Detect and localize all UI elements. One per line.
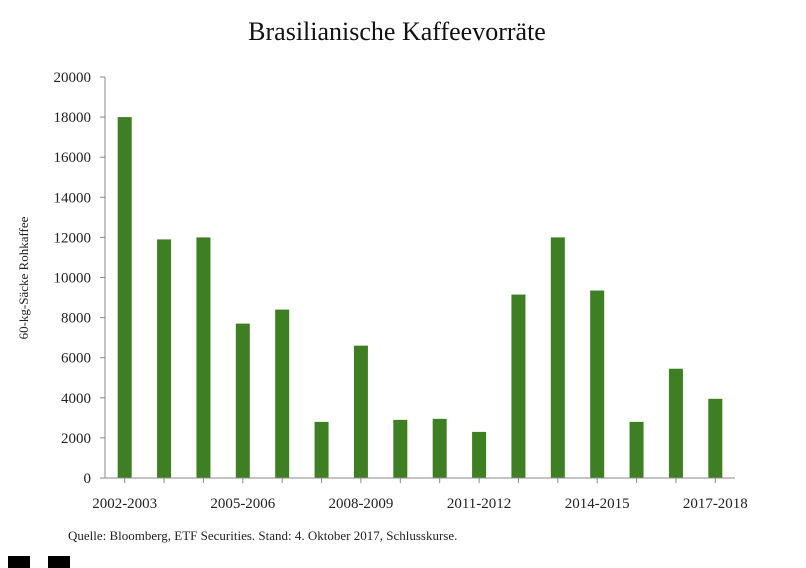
bar-2015-2016	[629, 421, 644, 478]
x-tick-label: 2017-2018	[683, 496, 748, 512]
bar-2016-2017	[668, 368, 683, 478]
bar-2017-2018	[708, 398, 723, 478]
y-tick-label: 20000	[54, 70, 92, 86]
y-tick-label: 12000	[54, 230, 92, 246]
bar-2012-2013	[511, 294, 526, 478]
bar-2010-2011	[432, 418, 447, 478]
y-tick-label: 2000	[61, 431, 91, 447]
y-axis: 0 2000 4000 6000 8000 10000 12000 14000 16000 180…	[54, 70, 106, 487]
bar-2003-2004	[157, 239, 172, 478]
bar-2009-2010	[393, 419, 408, 478]
bar-2002-2003	[117, 117, 132, 478]
x-axis: 2002-2003 2005-2006 2008-2009 2011-2012 2014…	[92, 477, 748, 512]
bar-2004-2005	[196, 237, 211, 478]
chart-title: Brasilianische Kaffeevorräte	[248, 17, 546, 46]
x-tick-label: 2005-2006	[210, 496, 275, 512]
y-axis-label: 60-kg-Säcke Rohkaffee	[16, 216, 31, 339]
y-tick-label: 8000	[61, 311, 91, 327]
source-note: Quelle: Bloomberg, ETF Securities. Stand…	[68, 528, 457, 543]
bar-2005-2006	[235, 323, 250, 478]
y-tick-label: 16000	[54, 150, 92, 166]
bar-2008-2009	[353, 345, 368, 478]
bar-2007-2008	[314, 421, 329, 478]
y-tick-label: 18000	[54, 110, 92, 126]
bar-2011-2012	[472, 431, 487, 478]
bars-group	[117, 117, 723, 478]
bar-2013-2014	[550, 237, 565, 478]
y-tick-label: 6000	[61, 351, 91, 367]
x-tick-label: 2002-2003	[92, 496, 157, 512]
bar-2014-2015	[590, 290, 605, 478]
y-tick-label: 4000	[61, 391, 91, 407]
y-tick-label: 0	[84, 471, 92, 487]
x-tick-label: 2011-2012	[447, 496, 511, 512]
x-tick-label: 2008-2009	[328, 496, 393, 512]
y-tick-label: 14000	[54, 190, 92, 206]
cropped-text-fragment	[8, 556, 78, 568]
y-tick-label: 10000	[54, 271, 92, 287]
x-tick-label: 2014-2015	[565, 496, 630, 512]
bar-2006-2007	[275, 309, 290, 478]
